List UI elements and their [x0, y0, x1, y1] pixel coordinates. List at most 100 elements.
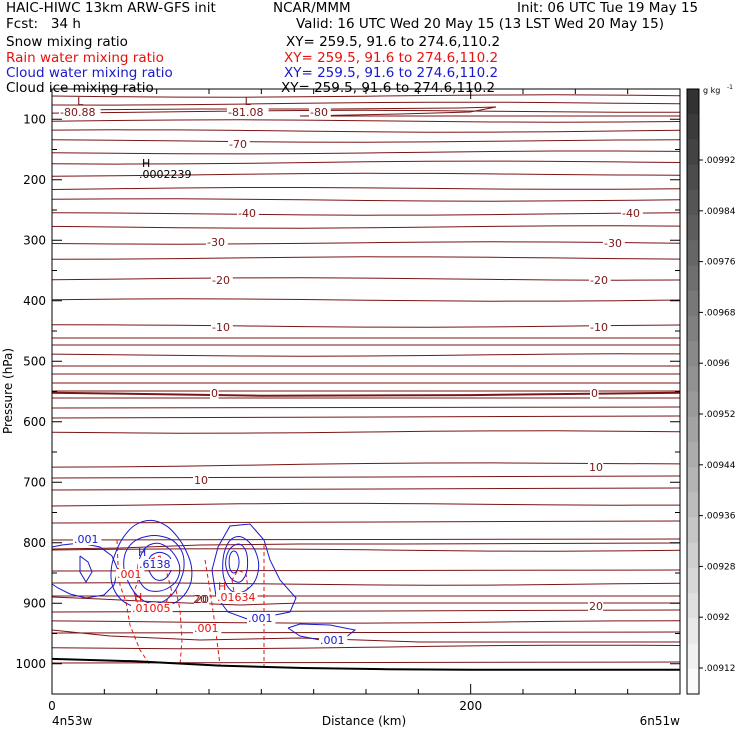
label-mask — [588, 462, 604, 473]
zero-contour — [51, 391, 681, 397]
colorbar-swatch — [687, 139, 699, 166]
colorbar-label: .0096 — [704, 359, 730, 369]
temperature-contour — [51, 520, 681, 524]
colorbar-swatch — [687, 265, 699, 292]
colorbar-label: .00928 — [704, 562, 736, 572]
label-mask — [194, 594, 210, 605]
y-tick-label: 100 — [23, 112, 46, 126]
y-tick-label: 800 — [23, 536, 46, 550]
temperature-label: 10 — [589, 461, 603, 474]
label-mask — [621, 208, 643, 219]
rain-label: .001 — [194, 622, 219, 635]
temperature-label: 20 — [193, 593, 207, 606]
temperature-contour — [51, 187, 681, 190]
x-axis-label: Distance (km) — [322, 714, 406, 728]
y-tick-label: 200 — [23, 173, 46, 187]
y-tick-label: 500 — [23, 354, 46, 368]
temperature-label: -81.08 — [228, 106, 263, 119]
temperature-label: -70 — [229, 138, 247, 151]
y-tick-label: 900 — [23, 596, 46, 610]
colorbar-swatch — [687, 341, 699, 367]
temperature-contour — [51, 212, 681, 216]
temperature-label: 20 — [195, 593, 209, 606]
label-mask — [319, 635, 348, 646]
colorbar-swatch — [687, 492, 699, 518]
colorbar-label: .00936 — [704, 512, 736, 522]
colorbar-label: .0092 — [704, 613, 730, 623]
colorbar-label: .00944 — [704, 461, 736, 471]
field-rain-name: Rain water mixing ratio — [6, 50, 164, 66]
left-endpoint-label: 4n53w — [52, 714, 93, 728]
temperature-contour — [51, 109, 680, 114]
rain-contour — [204, 559, 221, 666]
temperature-contour — [51, 475, 681, 479]
label-mask — [211, 322, 233, 333]
cloud-water-label: .001 — [74, 533, 99, 546]
header-org: NCAR/MMM — [273, 0, 351, 16]
y-tick-label: 600 — [23, 415, 46, 429]
temperature-contour — [51, 324, 681, 328]
colorbar-swatch — [687, 643, 699, 670]
header-valid: Valid: 16 UTC Wed 20 May 15 (13 LST Wed … — [296, 16, 664, 32]
temperature-contour — [51, 502, 681, 507]
colorbar-swatch — [687, 189, 699, 216]
surface-line — [51, 657, 680, 671]
temperature-label: -80.88 — [60, 106, 95, 119]
temperature-label: 0 — [211, 387, 218, 400]
field-rain-xy: XY= 259.5, 91.6 to 274.6,110.2 — [284, 50, 499, 66]
temperature-label: -80 — [310, 106, 328, 119]
y-tick-label: 400 — [23, 294, 46, 308]
temperature-contour — [51, 119, 681, 123]
cloud-water-contour — [123, 535, 185, 604]
field-cloudice-xy: XY= 259.5, 91.6 to 274.6,110.2 — [281, 80, 496, 96]
temperature-contour — [51, 538, 681, 541]
colorbar-swatch — [687, 391, 699, 418]
colorbar-swatch — [687, 416, 699, 443]
label-mask — [309, 107, 331, 118]
temperature-contour — [51, 198, 681, 202]
temperature-contour — [51, 644, 681, 650]
temperature-contour — [51, 582, 681, 586]
colorbar-swatch — [687, 114, 699, 140]
rain-max-marker: H — [218, 580, 226, 593]
colorbar-swatch — [687, 164, 699, 191]
y-tick-label: 700 — [23, 475, 46, 489]
colorbar-swatch — [687, 517, 699, 544]
colorbar-swatch — [687, 467, 699, 493]
temperature-contour — [51, 172, 681, 177]
cloud-water-label: .6138 — [139, 558, 171, 571]
rain-contour — [116, 539, 151, 666]
label-mask — [206, 237, 228, 248]
rain-label: .01005 — [132, 602, 171, 615]
temperature-contour — [51, 160, 681, 165]
temperature-contour — [51, 129, 681, 133]
temperature-contour — [51, 462, 681, 468]
temperature-contour — [51, 277, 681, 281]
temperature-contour — [51, 406, 681, 409]
rain-contours — [116, 539, 265, 668]
colorbar-unit: g kg — [703, 86, 720, 95]
header-init: Init: 06 UTC Tue 19 May 15 — [517, 0, 699, 16]
label-mask — [116, 569, 145, 580]
colorbar-unit-exponent: -1 — [727, 84, 733, 91]
cloud-water-contour — [287, 623, 357, 641]
field-cloudwater-xy: XY= 259.5, 91.6 to 274.6,110.2 — [284, 65, 499, 81]
label-mask — [227, 107, 269, 118]
label-mask — [193, 623, 222, 634]
temperature-label: 0 — [591, 387, 598, 400]
label-mask — [237, 208, 259, 219]
cloud-water-contour — [228, 550, 240, 574]
temperature-contour — [59, 106, 680, 117]
label-mask — [589, 322, 611, 333]
label-mask — [590, 388, 599, 399]
cloud-water-max-marker: H — [138, 546, 146, 559]
snow-max-label: .0002239 — [139, 168, 192, 181]
temperature-contour — [51, 596, 680, 606]
y-tick-label: 300 — [23, 233, 46, 247]
cloud-water-contour — [225, 543, 249, 583]
rain-label: .01634 — [217, 591, 256, 604]
x-tick-label: 0 — [48, 699, 56, 713]
header-fcst: Fcst: 34 h — [6, 16, 81, 32]
colorbar-label: .00968 — [704, 308, 736, 318]
